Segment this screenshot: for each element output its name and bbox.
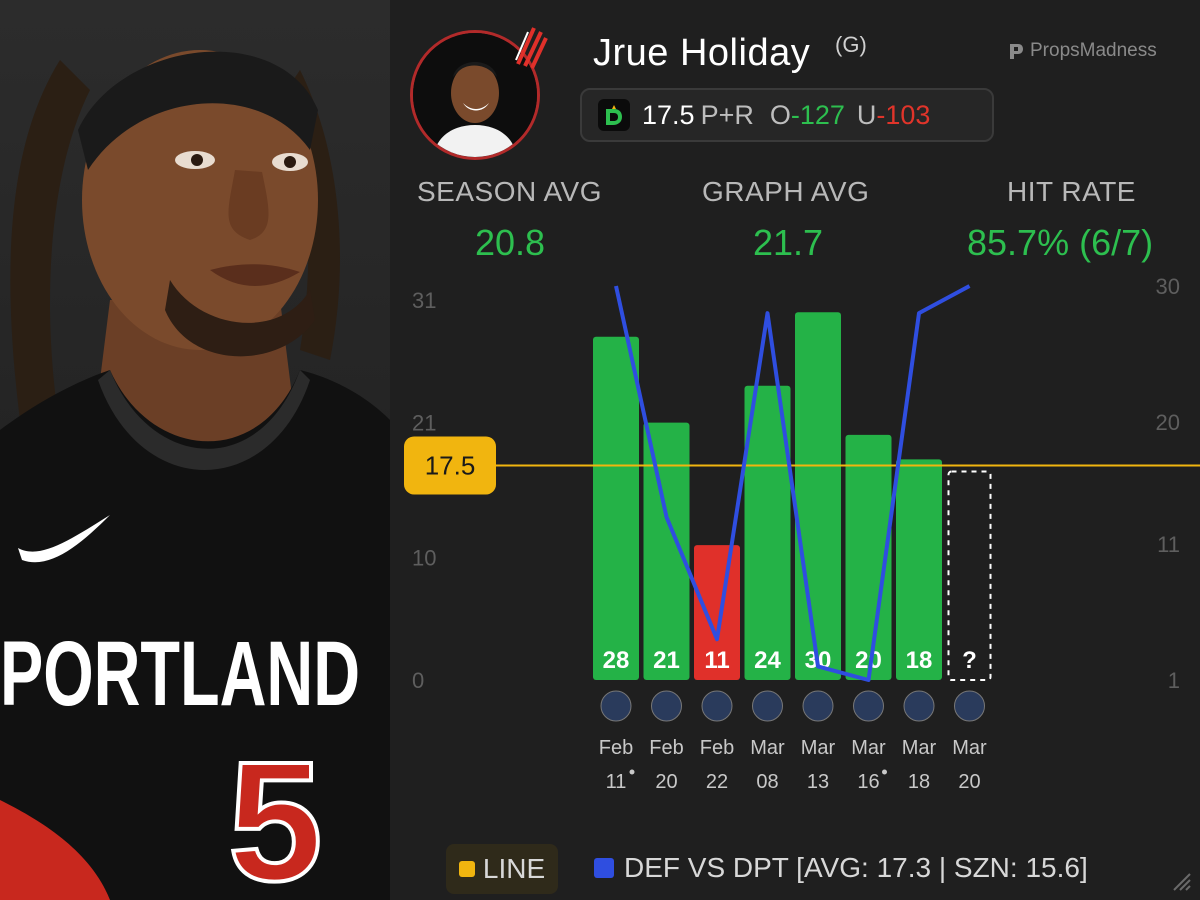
bar-value-label: 21 [653, 647, 680, 674]
left-axis-tick: 10 [412, 545, 436, 570]
propsmadness-icon [1010, 44, 1023, 59]
left-axis-tick: 0 [412, 668, 424, 693]
left-axis-tick: 21 [412, 411, 436, 436]
game-date-day: 08 [756, 771, 778, 793]
game-date-month: Mar [952, 737, 987, 759]
player-name: Jrue Holiday [593, 32, 811, 74]
right-axis-tick: 20 [1156, 410, 1180, 435]
prop-line-badge-label: 17.5 [425, 450, 476, 480]
game-bar[interactable] [795, 312, 841, 680]
game-date-month: Feb [700, 737, 734, 759]
bar-value-label: 18 [906, 647, 933, 674]
game-bar[interactable] [845, 434, 892, 680]
game-date-day: 16 [857, 771, 879, 793]
game-bar[interactable] [593, 336, 639, 680]
jersey-text: PORTLAND [0, 623, 360, 725]
nets-logo-icon [853, 690, 884, 722]
brand-logo: PropsMadness [1008, 40, 1157, 62]
odds-box[interactable]: 17.5 P+R O -127 U -103 [580, 88, 994, 142]
odds-market: P+R [700, 99, 754, 130]
legend-def-toggle[interactable]: DEF VS DPT [AVG: 17.3 | SZN: 15.6] [594, 852, 1088, 884]
game-bar[interactable] [694, 545, 740, 680]
resize-handle-icon[interactable] [1168, 868, 1192, 892]
suns-logo-icon [701, 690, 733, 722]
under-label: U [856, 99, 877, 130]
over-price: -127 [790, 99, 845, 130]
jazz-logo-icon [802, 690, 834, 722]
game-date-day: 20 [655, 771, 677, 793]
line-legend-swatch [458, 861, 475, 877]
season-avg-value: 20.8 [475, 222, 546, 263]
away-game-marker [882, 769, 887, 775]
season-avg-label: SEASON AVG [417, 176, 602, 207]
avatar-portrait [413, 33, 537, 157]
under-price: -103 [876, 99, 931, 130]
player-position: (G) [835, 32, 867, 57]
timberwolves-logo-icon [600, 690, 632, 722]
bar-value-label: 11 [704, 647, 729, 674]
away-game-marker [629, 769, 635, 775]
hit-rate-label: HIT RATE [1007, 176, 1136, 207]
trail-blazers-logo-icon [515, 27, 548, 69]
right-axis-tick: 1 [1168, 668, 1180, 693]
odds-line-value: 17.5 [642, 99, 695, 130]
bar-value-label: 24 [754, 647, 781, 674]
brand-name: PropsMadness [1030, 40, 1157, 61]
game-date-day: 18 [908, 771, 930, 793]
nuggets-logo-icon [651, 690, 682, 722]
pacers-logo-icon [752, 690, 783, 722]
jersey-number: 5 [228, 727, 323, 900]
prop-chart: 0102131111203028Feb1121Feb2011Feb2224Mar… [404, 274, 1200, 793]
game-date-day: 20 [958, 771, 980, 793]
game-date-day: 11 [606, 771, 627, 793]
graph-avg-label: GRAPH AVG [702, 176, 870, 207]
prop-line-badge [404, 436, 496, 495]
game-date-month: Mar [851, 737, 886, 759]
game-date-month: Feb [599, 737, 633, 759]
game-bar[interactable] [896, 459, 942, 680]
player-photo: PORTLAND 5 [0, 0, 390, 900]
bar-value-label: ? [962, 647, 977, 674]
defense-rank-line [614, 284, 971, 682]
legend-line-toggle[interactable]: LINE [446, 844, 558, 894]
game-date-month: Feb [649, 737, 683, 759]
left-axis-tick: 31 [412, 288, 436, 313]
over-label: O [769, 99, 791, 130]
right-axis-tick: 11 [1157, 532, 1180, 557]
game-date-month: Mar [750, 737, 785, 759]
hit-rate-value: 85.7% (6/7) [967, 222, 1154, 263]
game-date-month: Mar [902, 737, 937, 759]
legend-line-label: LINE [482, 853, 546, 884]
graph-avg-value: 21.7 [753, 222, 824, 263]
player-avatar [410, 30, 540, 160]
game-date-month: Mar [801, 737, 836, 759]
player-photo-illustration: PORTLAND 5 [0, 0, 390, 900]
prop-card: Jrue Holiday (G) PropsMadness 17.5 P+R O… [390, 0, 1200, 900]
draftkings-icon [598, 99, 630, 131]
game-bar[interactable] [643, 422, 690, 680]
legend-def-label: DEF VS DPT [AVG: 17.3 | SZN: 15.6] [624, 852, 1088, 883]
pacers-logo-icon [903, 690, 935, 722]
pending-game-bar[interactable] [947, 470, 992, 681]
def-legend-swatch [594, 858, 614, 878]
game-date-day: 13 [807, 771, 829, 793]
game-bar[interactable] [744, 385, 791, 680]
right-axis-tick: 30 [1156, 274, 1180, 299]
bar-value-label: 28 [603, 647, 630, 674]
game-date-day: 22 [706, 771, 728, 793]
timberwolves-logo-icon [954, 690, 985, 722]
